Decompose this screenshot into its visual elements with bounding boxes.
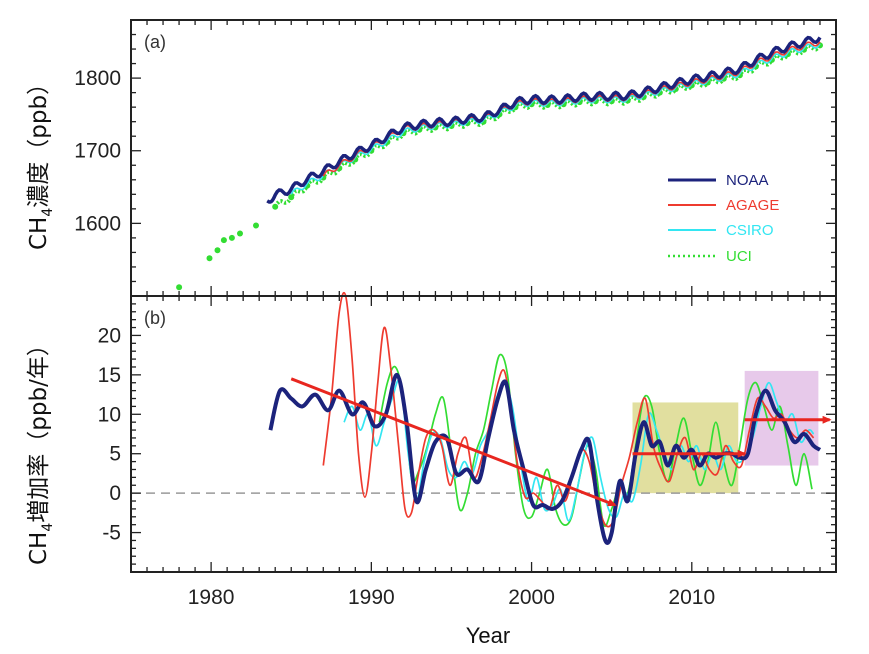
uci-point <box>253 222 259 229</box>
uci-point <box>237 230 243 237</box>
panel-b-ylabel-sub: 4 <box>40 523 56 532</box>
series-line-noaa <box>266 35 822 204</box>
panel-a-ticks: 1600 1700 1800 <box>74 19 837 297</box>
panel-a-ylabel-rest: 濃度（ppb） <box>26 72 52 208</box>
panel-b-ticks: 1980 1990 2000 2010 -5 0 5 10 15 20 <box>98 295 837 609</box>
y-tick-label: 0 <box>109 482 121 505</box>
y-tick-label: 1700 <box>74 140 121 163</box>
x-tick-label: 1990 <box>348 586 395 609</box>
y-tick-label: 5 <box>109 443 121 466</box>
panel-a-tag: (a) <box>144 32 166 52</box>
panel-a-series <box>176 35 823 291</box>
panel-a-ylabel-sub: 4 <box>40 208 56 217</box>
legend-label-agage: AGAGE <box>726 197 779 214</box>
series-line-uci <box>273 43 822 208</box>
panel-b-shaded-regions <box>632 370 819 494</box>
legend: NOAA AGAGE CSIRO UCI <box>668 172 779 265</box>
x-tick-label: 2010 <box>668 586 715 609</box>
y-tick-label: 15 <box>98 364 121 387</box>
legend-label-uci: UCI <box>726 248 752 265</box>
uci-point <box>214 247 221 254</box>
rate-line-csiro <box>343 379 815 522</box>
y-tick-label: 1600 <box>74 212 121 235</box>
legend-label-noaa: NOAA <box>726 172 769 189</box>
series-line-csiro <box>290 43 821 195</box>
panel-b-trend-arrows <box>290 377 832 507</box>
x-tick-label: 2000 <box>508 586 555 609</box>
x-axis-title: Year <box>466 623 510 648</box>
uci-point <box>206 255 213 262</box>
y-tick-label: 20 <box>98 324 121 347</box>
panel-b-ylabel: CH4増加率（ppb/年） <box>26 333 56 565</box>
rate-line-noaa <box>268 372 822 545</box>
legend-label-csiro: CSIRO <box>726 222 774 239</box>
uci-point <box>176 284 183 291</box>
panel-b-tag: (b) <box>144 308 166 328</box>
uci-point <box>228 234 235 241</box>
x-tick-label: 1980 <box>188 586 235 609</box>
y-tick-label: 10 <box>98 403 121 426</box>
panel-b-growth-rate: 1980 1990 2000 2010 -5 0 5 10 15 20 (b) CH4増加率（pp… <box>26 291 837 648</box>
panel-a-ylabel: CH4濃度（ppb） <box>26 72 56 250</box>
uci-point <box>220 237 227 244</box>
panel-b-ylabel-rest: 増加率（ppb/年） <box>26 333 52 523</box>
y-tick-label: -5 <box>102 522 121 545</box>
panel-a-concentration: 1600 1700 1800 (a) NOAA AGAGE CSIRO UCI CH… <box>26 19 837 297</box>
panel-a-ylabel-main: CH <box>26 217 52 250</box>
y-tick-label: 1800 <box>74 67 121 90</box>
trend-arrow <box>290 377 617 507</box>
panel-b-ylabel-main: CH <box>26 532 52 565</box>
rate-line-agage <box>322 291 815 528</box>
